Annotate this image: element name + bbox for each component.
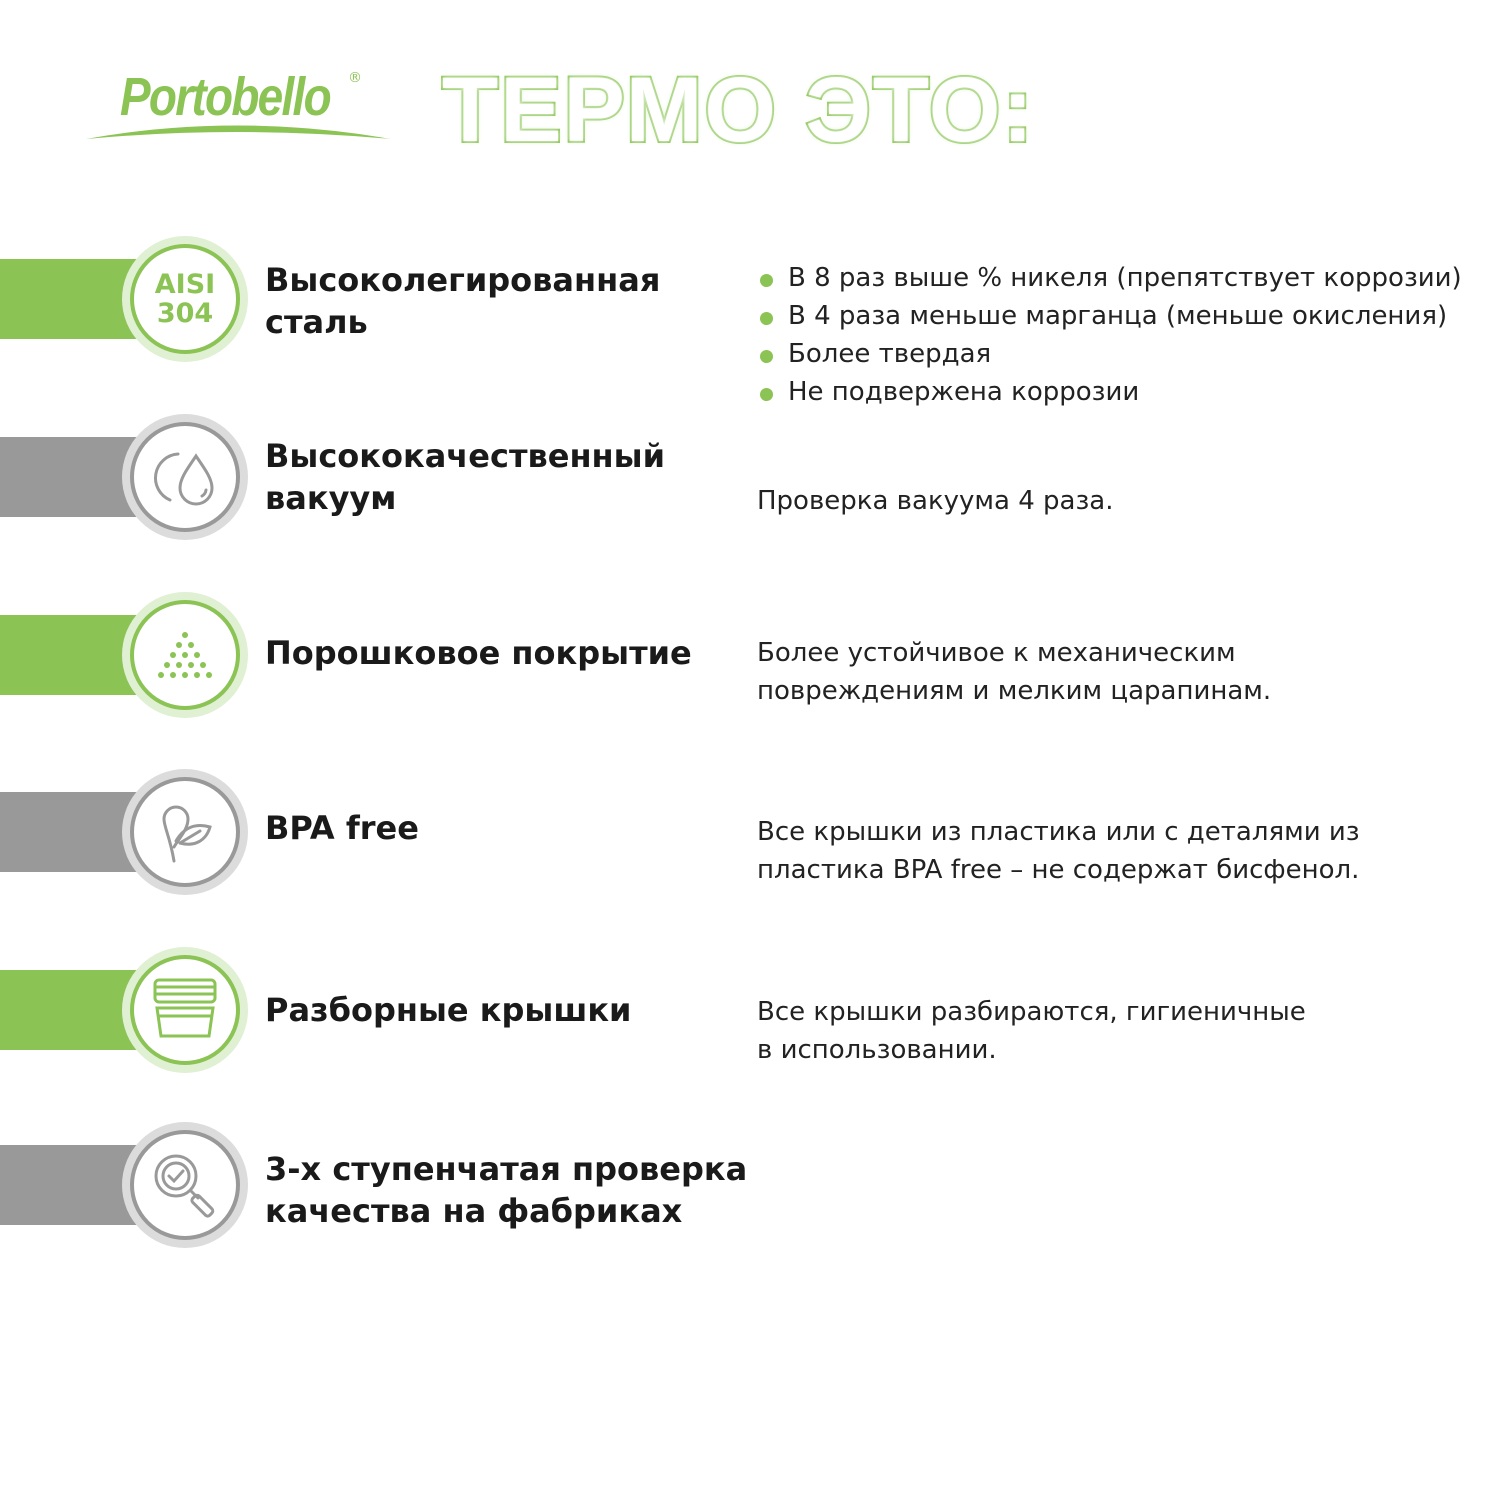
feature-heading: Высоколегированная сталь	[265, 261, 661, 341]
bullet-item: В 4 раза меньше марганца (меньше окислен…	[757, 297, 1462, 335]
magnifier-check-icon	[130, 1130, 240, 1240]
page-title: ТЕРМО ЭТО:	[440, 57, 1036, 163]
feature-heading: Высококачественный вакуум	[265, 437, 666, 517]
bullet-item: Более твердая	[757, 335, 1462, 373]
aisi-304-badge: AISI 304	[130, 244, 240, 354]
feature-bpa-free: BPA free Все крышки из пластика или с де…	[0, 767, 1500, 897]
feature-vacuum: Высококачественный вакуум Проверка вакуум…	[0, 412, 1500, 542]
feature-powder-coating: Порошковое покрытие Более устойчивое к м…	[0, 590, 1500, 720]
leaf-icon	[130, 777, 240, 887]
feature-heading: 3-х ступенчатая проверка качества на фабр…	[265, 1150, 748, 1230]
vacuum-drop-icon	[130, 422, 240, 532]
feature-removable-lids: Разборные крышки Все крышки разбираются,…	[0, 945, 1500, 1075]
feature-steel: AISI 304 Высоколегированная сталь В 8 раз …	[0, 234, 1500, 407]
feature-heading: BPA free	[265, 809, 419, 847]
registered-mark: ®	[348, 70, 362, 86]
feature-quality-check: 3-х ступенчатая проверка качества на фабр…	[0, 1120, 1500, 1250]
powder-dots-icon	[130, 600, 240, 710]
feature-description: Все крышки разбираются, гигиеничные в исп…	[757, 997, 1306, 1065]
logo-text: Portobello	[120, 67, 332, 127]
lid-icon	[130, 955, 240, 1065]
feature-heading: Порошковое покрытие	[265, 634, 692, 672]
feature-heading: Разборные крышки	[265, 991, 632, 1029]
feature-description: Проверка вакуума 4 раза.	[757, 486, 1114, 516]
badge-number: 304	[156, 298, 214, 329]
portobello-logo: Portobello ®	[86, 62, 391, 147]
logo-swoosh-icon	[86, 125, 391, 139]
bullet-item: В 8 раз выше % никеля (препятствует корр…	[757, 259, 1462, 297]
feature-description: Все крышки из пластика или с деталями из…	[757, 817, 1360, 885]
bullet-item: Не подвержена коррозии	[757, 373, 1462, 411]
feature-bullets: В 8 раз выше % никеля (препятствует корр…	[757, 259, 1462, 411]
feature-description: Более устойчивое к механическим поврежден…	[757, 638, 1272, 706]
badge-text: AISI	[154, 269, 216, 300]
